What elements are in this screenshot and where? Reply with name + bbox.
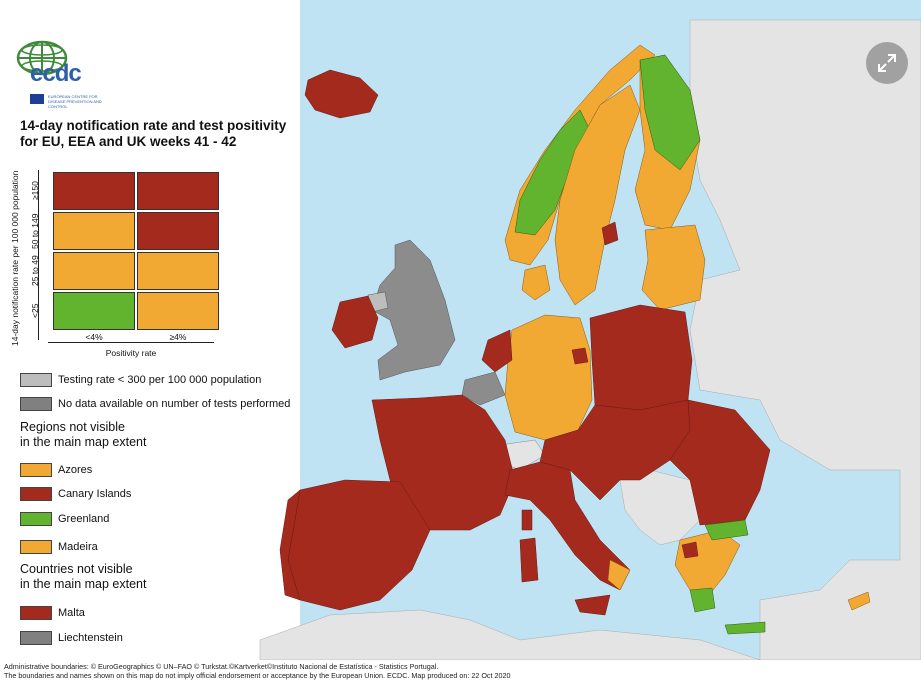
regions-heading-line: Regions not visible: [20, 420, 125, 434]
legend-label: Canary Islands: [58, 488, 132, 500]
regions-heading-line: in the main map extent: [20, 435, 147, 449]
legend-swatch: [20, 397, 52, 411]
greece-green-2: [689, 587, 716, 613]
legend-region-greenland: Greenland: [20, 512, 109, 526]
legend-swatch: [20, 463, 52, 477]
countries-heading-line: in the main map extent: [20, 577, 147, 591]
matrix-cell: [137, 212, 219, 250]
countries-heading-line: Countries not visible: [20, 562, 133, 576]
corsica: [521, 509, 533, 531]
countries-heading: Countries not visible in the main map ex…: [20, 562, 146, 592]
sardinia: [519, 537, 539, 583]
map-title: 14-day notification rate and test positi…: [20, 118, 320, 150]
legend-label: Testing rate < 300 per 100 000 populatio…: [58, 374, 262, 386]
germany-red-region: [571, 347, 589, 365]
romania-bulgaria: [669, 399, 771, 526]
logo-subtext: EUROPEAN CENTRE FOR DISEASE PREVENTION A…: [48, 94, 102, 109]
matrix-cell: [137, 172, 219, 210]
finland-north: [639, 54, 701, 171]
matrix-cell: [137, 292, 219, 330]
greece-north-red: [681, 541, 699, 559]
iceland: [304, 69, 379, 119]
legend-swatch: [20, 512, 52, 526]
sweden: [554, 84, 641, 306]
north-africa-land: [259, 609, 761, 660]
cyprus: [847, 591, 871, 611]
legend-no-data: No data available on number of tests per…: [20, 397, 290, 411]
legend-label: No data available on number of tests per…: [58, 398, 291, 410]
legend-swatch: [20, 540, 52, 554]
y-axis-line: [38, 170, 39, 340]
legend-label: Malta: [58, 607, 85, 619]
legend-country-liechtenstein: Liechtenstein: [20, 631, 123, 645]
europe-map: [0, 0, 921, 660]
germany: [504, 314, 593, 441]
y-axis-label: 14-day notification rate per 100 000 pop…: [10, 170, 20, 346]
footer-line-2: The boundaries and names shown on this m…: [4, 671, 511, 680]
legend-label: Madeira: [58, 541, 98, 553]
legend-region-azores: Azores: [20, 463, 92, 477]
ecdc-logo: ecdc EUROPEAN CENTRE FOR DISEASE PREVENT…: [12, 30, 112, 110]
x-tick-label: ≥4%: [169, 332, 187, 342]
legend-label: Liechtenstein: [58, 632, 123, 644]
legend-swatch: [20, 487, 52, 501]
expand-button[interactable]: [866, 42, 908, 84]
greece-green-1: [704, 519, 749, 541]
legend-label: Azores: [58, 464, 93, 476]
eu-flag-icon: [30, 94, 44, 104]
matrix-cell: [53, 172, 135, 210]
ireland: [331, 295, 379, 349]
x-axis-label: Positivity rate: [105, 348, 157, 358]
map-footer: Administrative boundaries: © EuroGeograp…: [4, 662, 919, 680]
denmark: [521, 264, 551, 301]
portugal: [279, 489, 301, 601]
baltics: [641, 224, 706, 311]
y-tick-label: <25: [30, 303, 40, 319]
y-tick-label: ≥150: [30, 181, 40, 201]
legend-region-canary: Canary Islands: [20, 487, 131, 501]
matrix-cell: [137, 252, 219, 290]
poland: [589, 304, 693, 411]
expand-arrows-icon: [878, 54, 896, 72]
y-tick-label: 25 to 49: [30, 255, 40, 287]
italy-south: [607, 559, 631, 591]
sicily: [574, 594, 611, 616]
legend-swatch: [20, 373, 52, 387]
x-tick-label: <4%: [85, 332, 103, 342]
crete: [724, 621, 766, 635]
footer-line-1: Administrative boundaries: © EuroGeograp…: [4, 662, 439, 671]
legend-region-madeira: Madeira: [20, 540, 98, 554]
title-line-1: 14-day notification rate and test positi…: [20, 118, 287, 133]
legend-testing-rate: Testing rate < 300 per 100 000 populatio…: [20, 373, 261, 387]
belgium: [461, 371, 506, 406]
sweden-stockholm: [601, 221, 619, 246]
logo-text: ecdc: [30, 60, 82, 87]
matrix-cell: [53, 292, 135, 330]
netherlands: [481, 329, 513, 373]
legend-country-malta: Malta: [20, 606, 85, 620]
y-tick-label: 50 to 149: [30, 213, 40, 249]
regions-heading: Regions not visible in the main map exte…: [20, 420, 146, 450]
title-line-2: for EU, EEA and UK weeks 41 - 42: [20, 134, 237, 149]
x-axis-line: [48, 342, 214, 343]
legend-label: Greenland: [58, 513, 110, 525]
globe-icon: [16, 40, 68, 76]
legend-swatch: [20, 606, 52, 620]
legend-swatch: [20, 631, 52, 645]
matrix-cell: [53, 252, 135, 290]
matrix-cell: [53, 212, 135, 250]
non-eu-east-land: [689, 19, 921, 660]
